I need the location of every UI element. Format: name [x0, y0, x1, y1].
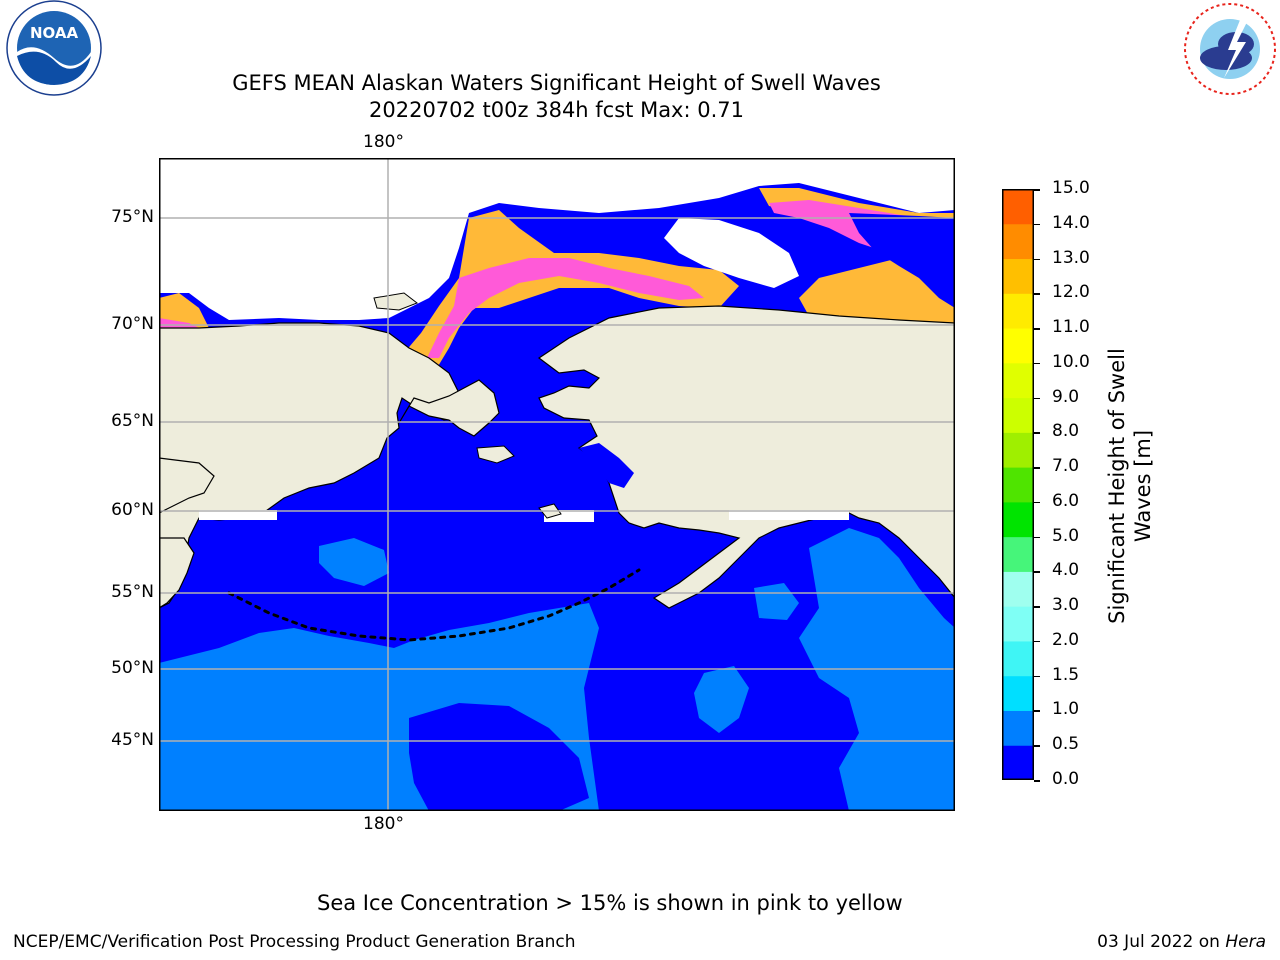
colorbar-tick-mark [1034, 223, 1040, 226]
land-siberia [159, 322, 490, 609]
colorbar-border [1002, 189, 1034, 780]
lat-label-55n: 55°N [111, 582, 154, 602]
colorbar-segment [1002, 328, 1034, 364]
colorbar-segment [1002, 501, 1034, 538]
colorbar-tick-label: 15.0 [1052, 178, 1090, 198]
colorbar-tick-mark [1034, 467, 1040, 469]
beaufort-open-water [849, 213, 955, 308]
colorbar-tick-mark [1034, 536, 1040, 539]
anadyr-nodata [199, 510, 277, 520]
lat-label-60n: 60°N [111, 500, 154, 520]
colorbar-tick-mark [1034, 710, 1040, 712]
colorbar-segment [1002, 467, 1034, 503]
colorbar-tick-mark [1034, 640, 1040, 643]
sea-ice-band-chukchi [404, 210, 739, 373]
colorbar-segment [1002, 223, 1034, 260]
nws-logo [1180, 0, 1280, 98]
colorbar-tick-label: 1.5 [1052, 664, 1080, 685]
colorbar-tick-mark [1034, 606, 1040, 608]
colorbar-tick-label: 12.0 [1052, 282, 1090, 303]
lon-label-bottom: 180° [363, 814, 404, 834]
colorbar-tick-mark [1034, 745, 1040, 747]
colorbar-segment [1002, 397, 1034, 433]
land-alaska [537, 305, 955, 609]
graticule [159, 158, 955, 811]
colorbar-tick-mark [1034, 258, 1040, 261]
colorbar-tick-label: 13.0 [1052, 247, 1090, 268]
noaa-wordmark: NOAA [30, 24, 79, 42]
colorbar-segment [1002, 745, 1034, 780]
lon-label-top: 180° [363, 132, 404, 152]
colorbar-tick-label: 9.0 [1052, 386, 1080, 407]
wrangel-island [373, 292, 419, 311]
colorbar-tick-mark [1034, 397, 1040, 400]
colorbar-tick-mark [1034, 328, 1040, 330]
colorbar-tick-label: 5.0 [1052, 525, 1080, 546]
beaufort-open-pack [664, 218, 799, 288]
st-lawrence-island [476, 445, 515, 464]
sea-ice-band-chukchi-inner [427, 258, 704, 358]
colorbar-tick-mark [1034, 189, 1040, 191]
colorbar-tick-mark [1034, 362, 1040, 365]
lat-label-50n: 50°N [111, 658, 154, 678]
colorbar-tick-mark [1034, 675, 1040, 678]
colorbar-tick-mark [1034, 432, 1040, 434]
norton-sound [579, 443, 634, 488]
lat-label-65n: 65°N [111, 411, 154, 431]
colorbar-ticks: 15.0 14.0 13.0 12.0 11.0 10.0 9.0 8.0 7.0 6.0 5.0 4… [1034, 178, 1114, 800]
colorbar-tick-label: 10.0 [1052, 351, 1090, 372]
colorbar-tick-label: 0.0 [1052, 769, 1080, 789]
high-arctic-nodata [159, 158, 955, 320]
cook-inlet-nodata [729, 510, 849, 520]
colorbar-segment [1002, 640, 1034, 677]
colorbar-segment [1002, 432, 1034, 468]
colorbar-label-line-2: Waves [m] [1131, 429, 1155, 543]
chart-title-line-2: 20220702 t00z 384h fcst Max: 0.71 [369, 98, 744, 122]
swell-region-south-low [409, 703, 589, 811]
chart-title-line-1: GEFS MEAN Alaskan Waters Significant Hei… [232, 71, 881, 95]
colorbar-label-line-1: Significant Height of Swell [1105, 348, 1129, 624]
colorbar-tick-mark [1034, 780, 1040, 782]
land-kamchatka [159, 457, 215, 514]
colorbar-tick-label: 7.0 [1052, 456, 1080, 477]
colorbar-tick-label: 2.0 [1052, 629, 1080, 650]
map-border [159, 158, 955, 811]
colorbar-tick-label: 0.5 [1052, 734, 1080, 755]
colorbar [1002, 189, 1034, 780]
footer-credit: NCEP/EMC/Verification Post Processing Pr… [13, 932, 576, 952]
colorbar-segment [1002, 293, 1034, 329]
colorbar-tick-label: 1.0 [1052, 699, 1080, 720]
colorbar-segment [1002, 606, 1034, 642]
footer-date-text: 03 Jul 2022 on [1097, 932, 1226, 952]
swell-region-bering-patch [319, 538, 389, 586]
noaa-logo: NOAA [4, 0, 104, 100]
footer-date: 03 Jul 2022 on Hera [1097, 932, 1266, 952]
colorbar-segment [1002, 536, 1034, 572]
colorbar-segment [1002, 189, 1034, 225]
colorbar-tick-label: 11.0 [1052, 317, 1090, 338]
colorbar-tick-label: 14.0 [1052, 212, 1090, 233]
colorbar-label: Significant Height of Swell Waves [m] [1104, 336, 1156, 636]
colorbar-segment [1002, 258, 1034, 294]
lat-label-75n: 75°N [111, 207, 154, 227]
lat-label-45n: 45°N [111, 730, 154, 750]
map-panel [159, 158, 955, 811]
lat-label-70n: 70°N [111, 314, 154, 334]
colorbar-tick-label: 4.0 [1052, 560, 1080, 581]
colorbar-segment [1002, 675, 1034, 711]
aleutian-islands [227, 568, 641, 642]
colorbar-tick-mark [1034, 571, 1040, 573]
swell-region-gulf-patch [694, 666, 749, 733]
colorbar-tick-mark [1034, 501, 1040, 504]
colorbar-segment [1002, 710, 1034, 746]
colorbar-tick-label: 3.0 [1052, 595, 1080, 616]
sea-ice-note: Sea Ice Concentration > 15% is shown in … [317, 891, 903, 915]
colorbar-tick-label: 6.0 [1052, 490, 1080, 511]
colorbar-segment [1002, 571, 1034, 607]
colorbar-tick-mark [1034, 293, 1040, 295]
colorbar-tick-label: 8.0 [1052, 421, 1080, 442]
footer-host: Hera [1225, 932, 1266, 952]
colorbar-segment [1002, 362, 1034, 399]
